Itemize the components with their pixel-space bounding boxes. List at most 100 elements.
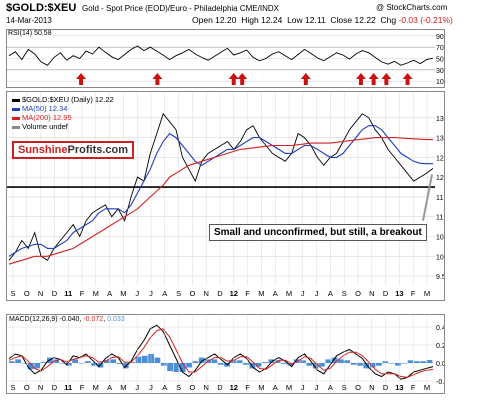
rsi-plot: 10 30 50 70 90 [7, 34, 444, 86]
chart-symbol: $GOLD:$XEU [6, 2, 77, 14]
price-x-tick-label: A [273, 289, 278, 298]
price-y-tick-label: 13.5 [436, 116, 444, 123]
macd-histogram-bar [319, 363, 325, 367]
price-x-tick-label: J [135, 289, 139, 298]
chart-description: Gold - Spot Price (EOD)/Euro - Philadelp… [82, 4, 279, 13]
price-series-line-1 [8, 125, 433, 257]
macd-x-tick-label: F [411, 383, 416, 392]
macd-histogram-bar [363, 363, 370, 369]
rsi-up-arrow-icon [368, 73, 379, 85]
rsi-up-arrow-icon [300, 73, 311, 85]
close-label: Close [330, 15, 353, 25]
macd-x-tick-label: D [52, 383, 58, 392]
macd-x-tick-label: 11 [64, 383, 72, 392]
macd-histogram-bar [331, 357, 338, 363]
price-x-tick-label: A [162, 289, 167, 298]
macd-series-line-0 [8, 324, 434, 380]
macd-histogram-bar [306, 363, 313, 366]
macd-histogram-bar [15, 359, 22, 363]
macd-histogram-bar [255, 363, 262, 367]
macd-x-tick-label: O [189, 383, 195, 392]
macd-x-tick-label: O [24, 383, 30, 392]
macd-histogram-bar [192, 361, 199, 363]
macd-histogram-bar [141, 355, 148, 363]
macd-histogram-bar [382, 361, 389, 363]
rsi-value: 50.58 [34, 30, 52, 37]
rsi-up-arrow-icon [76, 73, 87, 85]
legend-swatch-volume [12, 125, 20, 129]
macd-x-tick-label: M [424, 383, 430, 392]
price-series-line-2 [8, 137, 433, 265]
price-y-tick-label: 12.0 [436, 175, 444, 182]
macd-x-tick-label: M [120, 383, 126, 392]
price-x-tick-label: N [369, 289, 374, 298]
macd-y-tick-label: 0.4 [436, 325, 444, 332]
macd-histogram-bar [167, 363, 173, 372]
macd-x-tick-label: N [38, 383, 43, 392]
macd-histogram-bar [236, 360, 243, 363]
price-y-tick-label: 12.5 [436, 155, 444, 162]
price-x-tick-label: N [38, 289, 43, 298]
macd-x-tick-label: M [286, 383, 292, 392]
macd-x-tick-label: A [107, 383, 112, 392]
macd-histogram-bar [268, 359, 275, 363]
rsi-up-arrow-icon [152, 73, 163, 85]
macd-x-tick-label: F [245, 383, 250, 392]
macd-histogram-bar [21, 363, 28, 364]
macd-histogram-bar [53, 359, 60, 363]
rsi-up-arrow-icon [237, 73, 248, 85]
price-x-tick-label: J [301, 289, 305, 298]
macd-hist-value: 0.033 [107, 316, 125, 323]
price-y-tick-label: 10.0 [436, 254, 444, 261]
macd-histogram-bar [293, 359, 300, 363]
macd-signal-value: -0.072 [83, 316, 104, 323]
macd-histogram-bar [369, 363, 376, 368]
macd-histogram-bar [110, 359, 116, 363]
macd-histogram-bar [401, 363, 408, 364]
macd-histogram-bar [59, 363, 66, 364]
macd-histogram-bar [135, 356, 142, 363]
macd-histogram-bar [160, 363, 167, 366]
macd-x-tick-label: D [383, 383, 389, 392]
breakout-pointer [422, 174, 433, 221]
macd-x-tick-label: J [315, 383, 319, 392]
price-x-tick-label: M [424, 289, 430, 298]
macd-histogram-bar [243, 363, 249, 365]
macd-x-tick-label: S [342, 383, 347, 392]
price-x-tick-label: F [80, 289, 85, 298]
macd-value: -0.040 [59, 316, 80, 323]
price-panel: 9.510.010.511.011.512.012.513.013.5SOND1… [6, 91, 450, 301]
macd-histogram-bar [34, 363, 41, 369]
legend-volume: Volume undef [12, 122, 114, 131]
price-x-tick-label: S [176, 289, 181, 298]
copyright-text: @ StockCharts.com [376, 3, 448, 12]
macd-histogram-bar [84, 361, 91, 363]
rsi-up-arrow-icon [228, 73, 239, 85]
macd-name: MACD(12,26,9) [9, 316, 58, 323]
macd-histogram-bar [9, 361, 15, 363]
high-value: 12.24 [261, 15, 283, 25]
macd-histogram-bar [388, 363, 395, 364]
macd-histogram-bar [325, 359, 332, 363]
close-value: 12.22 [354, 15, 376, 25]
macd-histogram-bar [65, 363, 72, 366]
price-y-tick-label: 10.5 [436, 235, 444, 242]
price-x-tick-label: M [258, 289, 264, 298]
rsi-up-arrow-icon [381, 73, 392, 85]
legend-swatch-ma200 [12, 116, 20, 120]
low-value: 12.11 [305, 15, 326, 25]
legend-swatch-ma50 [12, 107, 20, 111]
price-x-tick-label: D [217, 289, 223, 298]
price-x-tick-label: A [328, 289, 333, 298]
price-legend: $GOLD:$XEU (Daily) 12.22 MA(50) 12.34 MA… [12, 95, 114, 131]
rsi-panel: 10 30 50 70 90 [6, 29, 445, 88]
macd-histogram-bar [129, 362, 135, 363]
macd-histogram-bar [27, 363, 34, 370]
macd-histogram-bar [91, 363, 97, 366]
rsi-up-arrow-icon [402, 73, 413, 85]
price-x-tick-label: 13 [395, 289, 403, 298]
macd-histogram-bar [357, 363, 363, 366]
macd-histogram-bar [173, 363, 180, 372]
macd-histogram-bar [262, 362, 268, 363]
macd-histogram-bar [116, 363, 123, 364]
